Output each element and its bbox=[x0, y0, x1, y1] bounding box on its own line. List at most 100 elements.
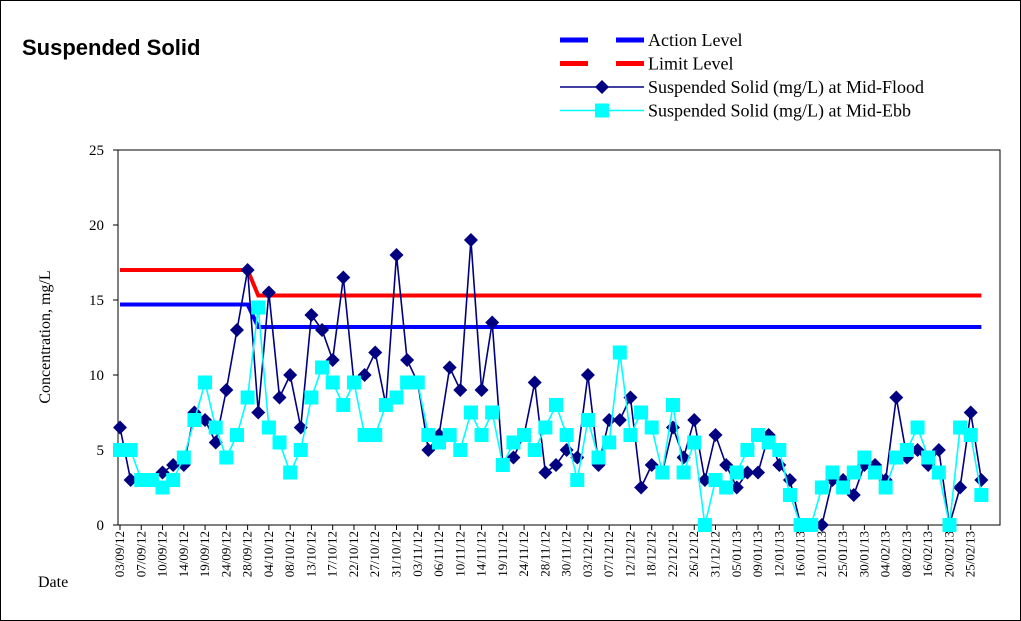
square-marker bbox=[634, 405, 649, 420]
diamond-marker bbox=[889, 390, 904, 405]
x-tick-label: 10/11/12 bbox=[452, 531, 467, 577]
square-marker bbox=[113, 443, 127, 457]
square-marker bbox=[261, 420, 276, 435]
x-tick-label: 04/02/13 bbox=[878, 531, 893, 577]
x-tick-label: 26/12/12 bbox=[686, 531, 701, 577]
x-tick-label: 19/09/12 bbox=[197, 531, 212, 577]
diamond-marker bbox=[751, 465, 766, 480]
y-tick-label: 25 bbox=[89, 143, 104, 159]
square-marker bbox=[878, 480, 893, 495]
square-marker bbox=[719, 480, 734, 495]
square-marker bbox=[368, 428, 383, 442]
square-marker bbox=[793, 518, 808, 532]
diamond-marker bbox=[251, 405, 266, 420]
diamond-marker bbox=[166, 458, 181, 472]
x-tick-label: 03/11/12 bbox=[410, 531, 425, 577]
series-line bbox=[120, 268, 982, 298]
square-marker bbox=[155, 480, 170, 495]
square-marker bbox=[974, 488, 989, 502]
x-tick-label: 31/10/12 bbox=[388, 531, 403, 577]
diamond-marker bbox=[719, 458, 734, 472]
square-marker bbox=[846, 465, 861, 480]
x-tick-label: 24/09/12 bbox=[218, 531, 233, 577]
square-marker bbox=[389, 390, 404, 405]
diamond-marker bbox=[421, 443, 436, 457]
chart-title: Suspended Solid bbox=[22, 35, 200, 60]
square-marker bbox=[527, 443, 542, 457]
square-marker bbox=[144, 473, 159, 487]
square-marker bbox=[208, 420, 223, 435]
diamond-marker bbox=[155, 465, 170, 480]
square-marker bbox=[336, 398, 351, 412]
square-marker bbox=[580, 413, 595, 427]
square-marker bbox=[166, 473, 181, 487]
x-tick-label: 16/02/13 bbox=[920, 531, 935, 577]
square-marker bbox=[953, 420, 968, 435]
square-marker bbox=[665, 398, 680, 412]
y-tick-label: 0 bbox=[97, 518, 105, 534]
series-line bbox=[120, 307, 983, 526]
diamond-marker bbox=[463, 233, 478, 247]
square-marker bbox=[825, 465, 840, 480]
x-axis-label: Date bbox=[38, 574, 68, 591]
diamond-marker bbox=[198, 413, 213, 427]
diamond-marker bbox=[336, 270, 351, 285]
legend-label: Limit Level bbox=[648, 54, 733, 74]
x-tick-label: 24/11/12 bbox=[516, 531, 531, 577]
y-tick-label: 10 bbox=[89, 368, 104, 384]
x-tick-label: 16/01/13 bbox=[793, 531, 808, 577]
square-marker bbox=[921, 450, 936, 465]
x-tick-label: 10/09/12 bbox=[155, 531, 170, 577]
square-marker bbox=[676, 465, 691, 480]
square-marker bbox=[219, 450, 234, 465]
diamond-marker bbox=[846, 488, 861, 502]
diamond-marker bbox=[506, 450, 521, 465]
square-marker bbox=[315, 360, 330, 375]
diamond-marker bbox=[442, 360, 457, 375]
x-tick-label: 03/09/12 bbox=[112, 531, 127, 577]
diamond-marker bbox=[708, 428, 723, 442]
square-marker bbox=[910, 420, 925, 435]
diamond-marker bbox=[229, 323, 244, 337]
square-marker bbox=[474, 428, 489, 442]
square-marker bbox=[889, 450, 904, 465]
y-tick-label: 15 bbox=[89, 293, 104, 309]
x-tick-label: 08/10/12 bbox=[282, 531, 297, 577]
y-tick-label: 5 bbox=[97, 443, 105, 459]
square-marker bbox=[283, 465, 298, 480]
x-tick-label: 03/12/12 bbox=[580, 531, 595, 577]
diamond-marker bbox=[389, 248, 404, 262]
diamond-marker bbox=[527, 375, 542, 390]
legend-marker bbox=[595, 80, 609, 94]
square-marker bbox=[729, 465, 744, 480]
square-marker bbox=[549, 398, 563, 412]
square-marker bbox=[644, 420, 659, 435]
square-marker bbox=[378, 398, 393, 412]
square-marker bbox=[187, 413, 202, 427]
square-marker bbox=[400, 375, 415, 390]
square-marker bbox=[357, 428, 372, 442]
x-tick-label: 28/09/12 bbox=[240, 531, 255, 577]
square-marker bbox=[410, 375, 425, 390]
legend-marker bbox=[595, 103, 609, 118]
x-tick-label: 05/01/13 bbox=[729, 531, 744, 577]
square-marker bbox=[485, 405, 500, 420]
square-marker bbox=[836, 480, 851, 495]
square-marker bbox=[857, 450, 872, 465]
square-marker bbox=[868, 465, 883, 480]
square-marker bbox=[229, 428, 244, 442]
diamond-marker bbox=[612, 413, 627, 427]
square-marker bbox=[293, 443, 308, 457]
legend-label: Suspended Solid (mg/L) at Mid-Flood bbox=[648, 77, 924, 98]
x-tick-label: 31/12/12 bbox=[708, 531, 723, 577]
square-marker bbox=[570, 473, 585, 487]
square-marker bbox=[761, 435, 776, 450]
square-marker bbox=[740, 443, 755, 457]
square-marker bbox=[251, 300, 266, 315]
square-marker bbox=[123, 443, 138, 457]
x-tick-label: 22/10/12 bbox=[346, 531, 361, 577]
x-tick-label: 14/11/12 bbox=[474, 531, 489, 577]
diamond-marker bbox=[697, 473, 712, 487]
